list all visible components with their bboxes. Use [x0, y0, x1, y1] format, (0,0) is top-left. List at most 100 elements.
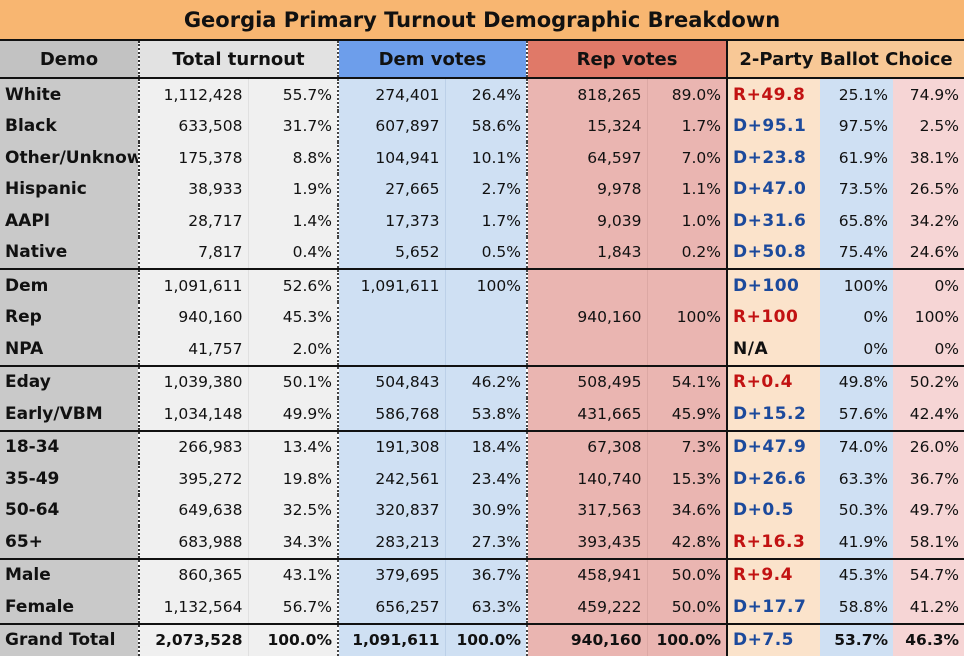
margin-cell: D+23.8: [726, 142, 821, 174]
dem-votes-cell: 104,941: [338, 142, 446, 174]
total-turnout-pct-cell: 56.7%: [248, 591, 339, 624]
dem-votes-pct-cell: 1.7%: [445, 205, 528, 237]
rep-votes-cell: 459,222: [527, 591, 648, 624]
dem-share-cell: 49.8%: [820, 364, 894, 398]
rep-votes-cell: 940,160: [527, 301, 648, 333]
total-turnout-pct-cell: 2.0%: [248, 333, 339, 366]
row-label: Hispanic: [0, 173, 140, 205]
dem-votes-cell: 283,213: [338, 526, 446, 559]
table-row: Dem 1,091,611 52.6% 1,091,611 100% D+100 100% 0…: [0, 268, 964, 302]
dem-share-cell: 97.5%: [820, 110, 894, 142]
margin-cell: D+95.1: [726, 110, 821, 142]
dem-votes-pct-cell: 10.1%: [445, 142, 528, 174]
dem-share-cell: 50.3%: [820, 494, 894, 526]
rep-share-cell: 50.2%: [893, 364, 964, 398]
rep-share-cell: 49.7%: [893, 494, 964, 526]
row-label: White: [0, 78, 140, 111]
dem-votes-pct-cell: 0.5%: [445, 236, 528, 269]
rep-share-cell: 24.6%: [893, 236, 964, 269]
rep-votes-cell: 508,495: [527, 364, 648, 398]
rep-votes-cell: 64,597: [527, 142, 648, 174]
rep-share-cell: 36.7%: [893, 463, 964, 495]
row-label: Eday: [0, 364, 140, 398]
dem-votes-pct-cell: [445, 333, 528, 366]
grand-total-row: Grand Total 2,073,528 100.0% 1,091,611 100.0…: [0, 622, 964, 656]
dem-votes-cell: 656,257: [338, 591, 446, 624]
margin-cell: D+0.5: [726, 494, 821, 526]
dem-votes-pct-cell: 53.8%: [445, 398, 528, 431]
row-label: 18-34: [0, 429, 140, 463]
margin-cell: R+49.8: [726, 78, 821, 111]
table-row: AAPI 28,717 1.4% 17,373 1.7% 9,039 1.0% D+31.6 6…: [0, 205, 964, 237]
dem-share-cell: 0%: [820, 301, 894, 333]
dem-votes-cell: 504,843: [338, 364, 446, 398]
dem-votes-cell: 27,665: [338, 173, 446, 205]
rep-votes-cell: 458,941: [527, 557, 648, 591]
row-label: NPA: [0, 333, 140, 366]
row-label: Early/VBM: [0, 398, 140, 431]
rep-votes-pct-cell: 45.9%: [647, 398, 728, 431]
total-turnout-cell: 1,091,611: [139, 268, 249, 302]
table-row: 18-34 266,983 13.4% 191,308 18.4% 67,308 7.3% D…: [0, 429, 964, 463]
header-rep-votes: Rep votes: [527, 41, 728, 79]
dem-votes-pct-cell: [445, 301, 528, 333]
table-row: Black 633,508 31.7% 607,897 58.6% 15,324 1.7% D…: [0, 110, 964, 142]
dem-votes-pct-cell: 23.4%: [445, 463, 528, 495]
dem-share-cell: 57.6%: [820, 398, 894, 431]
rep-votes-cell: 9,978: [527, 173, 648, 205]
row-label: Male: [0, 557, 140, 591]
rep-share-cell: 38.1%: [893, 142, 964, 174]
dem-votes-cell: 607,897: [338, 110, 446, 142]
rep-votes-cell: 140,740: [527, 463, 648, 495]
rep-share-cell: 41.2%: [893, 591, 964, 624]
total-turnout-cell: 633,508: [139, 110, 249, 142]
total-turnout-cell: 940,160: [139, 301, 249, 333]
rep-votes-cell: 9,039: [527, 205, 648, 237]
row-label: Dem: [0, 268, 140, 302]
table-row: White 1,112,428 55.7% 274,401 26.4% 818,265 89…: [0, 78, 964, 111]
rep-share-cell: 46.3%: [893, 622, 964, 656]
rep-votes-cell: 818,265: [527, 78, 648, 111]
rep-votes-cell: 1,843: [527, 236, 648, 269]
row-label: Black: [0, 110, 140, 142]
dem-votes-cell: 17,373: [338, 205, 446, 237]
total-turnout-cell: 1,132,564: [139, 591, 249, 624]
dem-votes-pct-cell: 58.6%: [445, 110, 528, 142]
dem-share-cell: 61.9%: [820, 142, 894, 174]
total-turnout-pct-cell: 0.4%: [248, 236, 339, 269]
row-label: 35-49: [0, 463, 140, 495]
dem-share-cell: 53.7%: [820, 622, 894, 656]
row-label: Grand Total: [0, 622, 140, 656]
rep-votes-pct-cell: 7.0%: [647, 142, 728, 174]
table-row: 50-64 649,638 32.5% 320,837 30.9% 317,563 34.6…: [0, 494, 964, 526]
dem-votes-cell: 1,091,611: [338, 268, 446, 302]
total-turnout-pct-cell: 100.0%: [248, 622, 339, 656]
table-row: Female 1,132,564 56.7% 656,257 63.3% 459,222 5…: [0, 591, 964, 624]
dem-votes-pct-cell: 46.2%: [445, 364, 528, 398]
dem-votes-pct-cell: 36.7%: [445, 557, 528, 591]
dem-votes-pct-cell: 2.7%: [445, 173, 528, 205]
dem-votes-pct-cell: 18.4%: [445, 429, 528, 463]
rep-votes-pct-cell: 7.3%: [647, 429, 728, 463]
rep-votes-pct-cell: 89.0%: [647, 78, 728, 111]
row-label: Female: [0, 591, 140, 624]
dem-votes-cell: 586,768: [338, 398, 446, 431]
rep-share-cell: 0%: [893, 333, 964, 366]
total-turnout-pct-cell: 19.8%: [248, 463, 339, 495]
turnout-table: Demo Total turnout Dem votes Rep votes 2…: [0, 41, 964, 656]
table-row: 35-49 395,272 19.8% 242,561 23.4% 140,740 15.3…: [0, 463, 964, 495]
margin-cell: D+47.0: [726, 173, 821, 205]
dem-votes-cell: 5,652: [338, 236, 446, 269]
rep-share-cell: 74.9%: [893, 78, 964, 111]
margin-cell: D+7.5: [726, 622, 821, 656]
margin-cell: D+15.2: [726, 398, 821, 431]
dem-share-cell: 65.8%: [820, 205, 894, 237]
total-turnout-cell: 41,757: [139, 333, 249, 366]
table-row: Rep 940,160 45.3% 940,160 100% R+100 0% 100%: [0, 301, 964, 333]
table-row: Hispanic 38,933 1.9% 27,665 2.7% 9,978 1.1% D+4…: [0, 173, 964, 205]
rep-votes-cell: [527, 333, 648, 366]
total-turnout-pct-cell: 45.3%: [248, 301, 339, 333]
header-demo: Demo: [0, 41, 140, 79]
rep-votes-pct-cell: 34.6%: [647, 494, 728, 526]
rep-votes-cell: [527, 268, 648, 302]
